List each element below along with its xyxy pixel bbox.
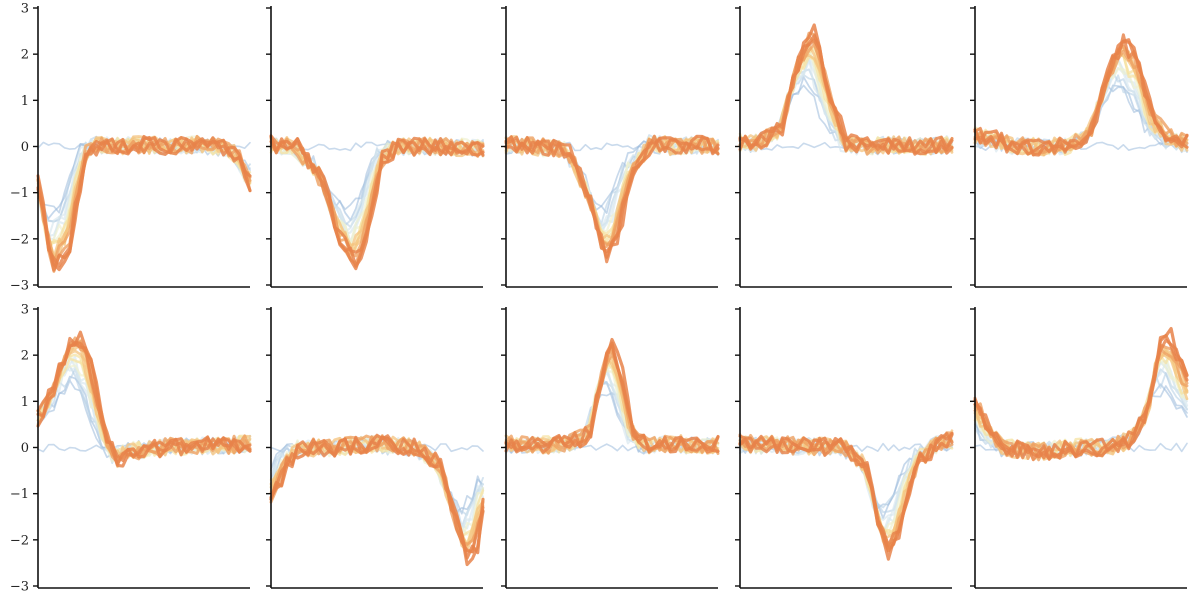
- panel-r2c5: [970, 307, 1189, 589]
- trace-line: [738, 23, 954, 156]
- y-tick-label: 3: [21, 303, 29, 318]
- y-tick-label: −3: [10, 580, 29, 595]
- y-tick-label: −2: [10, 533, 29, 548]
- y-tick-label: −2: [10, 232, 29, 247]
- panel-r2c3: [501, 307, 720, 589]
- trace-line: [36, 135, 252, 272]
- traces-r1c5: [973, 33, 1189, 157]
- traces-r2c1: [36, 330, 252, 469]
- y-tick-label: −1: [10, 186, 29, 201]
- traces-r1c2: [269, 134, 485, 271]
- trace-line: [504, 337, 720, 453]
- traces-r1c1: [36, 134, 252, 273]
- panel-r2c2: [266, 307, 485, 589]
- trace-line: [738, 433, 954, 553]
- y-tick-label: −1: [10, 487, 29, 502]
- panel-r1c2: [266, 6, 485, 288]
- traces-r2c5: [973, 327, 1189, 462]
- panel-r1c5: [970, 6, 1189, 288]
- y-tick-label: 1: [21, 94, 29, 109]
- traces-r2c2: [269, 433, 485, 567]
- trace-line: [504, 134, 720, 259]
- traces-r2c4: [738, 429, 954, 561]
- trace-line: [504, 356, 720, 455]
- trace-line: [36, 330, 252, 466]
- traces-r2c3: [504, 337, 720, 456]
- y-tick-label: 0: [21, 140, 29, 155]
- y-tick-label: 3: [21, 2, 29, 17]
- trace-line: [269, 435, 485, 560]
- y-tick-label: −3: [10, 279, 29, 294]
- trace-line: [973, 327, 1189, 461]
- panel-r2c4: [735, 307, 954, 589]
- panel-r1c3: [501, 6, 720, 288]
- panel-r2c1: 3 2 1 0 −1 −2 −3: [10, 303, 252, 595]
- trace-line: [269, 137, 485, 268]
- y-tick-label: 2: [21, 349, 29, 364]
- traces-r1c3: [504, 134, 720, 264]
- trace-line: [973, 39, 1189, 157]
- y-tick-label: 2: [21, 48, 29, 63]
- trace-line: [738, 34, 954, 155]
- y-tick-label: 1: [21, 395, 29, 410]
- y-tick-label: 0: [21, 441, 29, 456]
- panel-r1c4: [735, 6, 954, 288]
- traces-r1c4: [738, 23, 954, 157]
- trace-line: [269, 135, 485, 271]
- panel-r1c1: 3 2 1 0 −1 −2 −3: [10, 2, 252, 294]
